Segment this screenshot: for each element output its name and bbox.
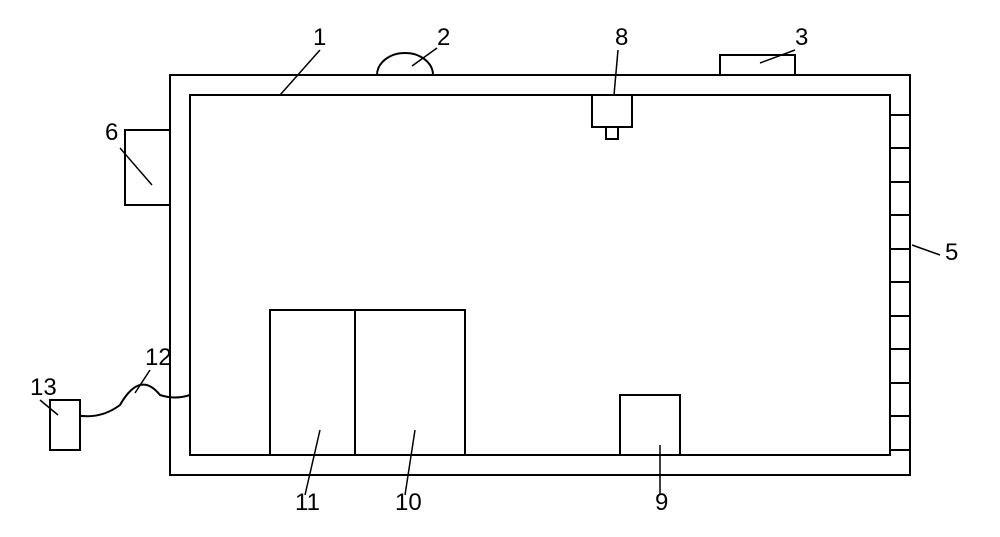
leader-2 — [412, 48, 437, 66]
component-11 — [270, 310, 355, 455]
label-1: 1 — [313, 24, 326, 51]
schematic-group: 1 2 3 5 6 8 9 10 11 12 13 — [30, 24, 958, 516]
component-10 — [355, 310, 465, 455]
component-9 — [620, 395, 680, 455]
leader-1 — [280, 50, 320, 95]
label-5: 5 — [945, 239, 958, 266]
diagram-canvas: 1 2 3 5 6 8 9 10 11 12 13 — [0, 0, 1000, 537]
label-3: 3 — [795, 24, 808, 51]
label-2: 2 — [437, 24, 450, 51]
leader-12 — [135, 370, 150, 393]
component-8 — [592, 95, 632, 139]
label-6: 6 — [105, 119, 118, 146]
grille-5 — [890, 115, 910, 450]
cable-12 — [75, 385, 190, 417]
label-9: 9 — [655, 489, 668, 516]
label-12: 12 — [145, 344, 172, 371]
top-component-3 — [720, 55, 795, 75]
leader-8 — [614, 50, 618, 95]
label-8: 8 — [615, 24, 628, 51]
leader-5 — [912, 245, 940, 255]
left-component-6 — [125, 130, 170, 205]
label-11: 11 — [295, 489, 320, 516]
label-13: 13 — [30, 374, 57, 401]
leader-lines — [40, 48, 940, 495]
component-13 — [50, 400, 80, 450]
label-10: 10 — [395, 489, 422, 516]
